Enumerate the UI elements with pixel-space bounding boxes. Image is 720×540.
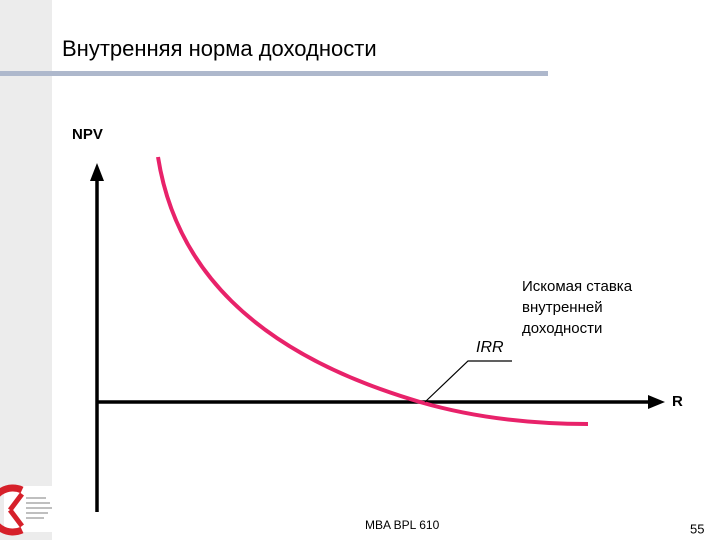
y-axis-label: NPV [72, 126, 103, 143]
x-axis-label: R [672, 393, 683, 410]
leader-line [424, 360, 512, 403]
side-strip [0, 0, 52, 540]
annotation-line: Искомая ставка [522, 278, 633, 295]
title-rule [0, 71, 548, 76]
annotation-line: доходности [522, 320, 602, 337]
npv-curve [156, 156, 589, 426]
slide-title: Внутренняя норма доходности [62, 36, 377, 61]
page-number: 55 [690, 521, 704, 536]
irr-label: IRR [476, 339, 504, 356]
annotation-line: внутренней [522, 299, 603, 316]
logo [0, 484, 54, 536]
y-axis-arrow [90, 163, 104, 181]
x-axis-arrow [648, 395, 665, 409]
footer: MBA BPL 610 [365, 518, 440, 532]
